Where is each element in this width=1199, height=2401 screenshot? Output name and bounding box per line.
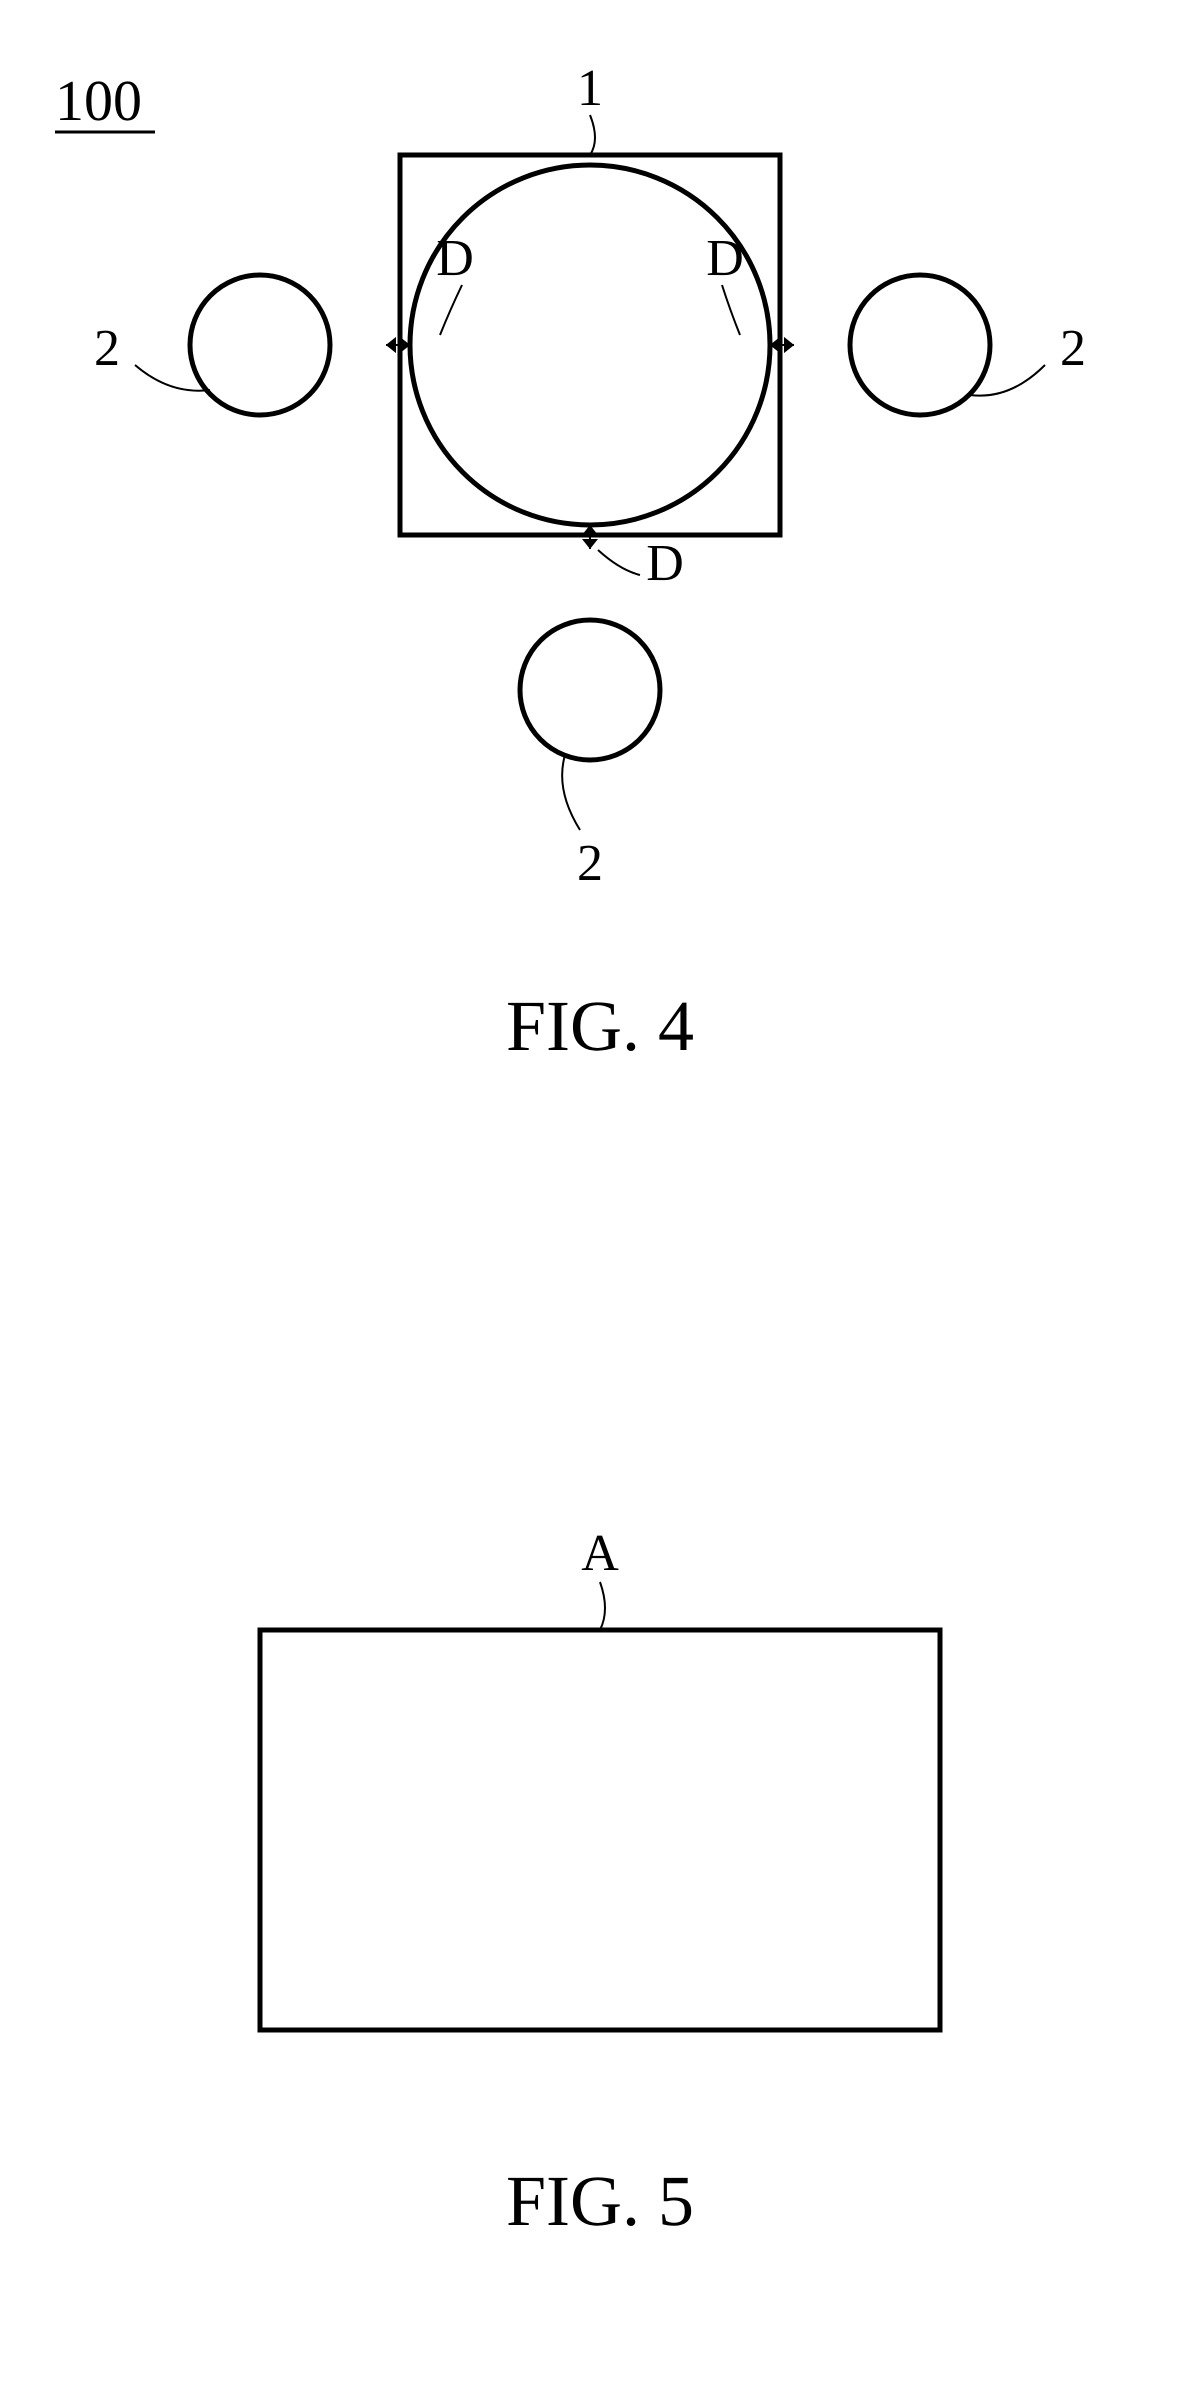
element-label-2: 2 [1060,320,1086,377]
box-a [260,1630,940,2030]
figure-ref-label: 100 [55,68,142,133]
figure-4 [55,132,990,760]
figure-caption: FIG. 5 [506,2161,694,2241]
figure-5 [260,1630,940,2030]
leader-line [722,285,740,335]
leader-line [600,1582,605,1630]
arrowhead-icon [582,539,598,549]
element-label-2: 2 [577,835,603,892]
satellite-circle [850,275,990,415]
main-square [400,155,780,535]
main-circle [410,165,770,525]
satellite-circle [520,620,660,760]
satellite-circle [190,275,330,415]
leader-line [598,550,640,575]
element-label-1: 1 [577,60,603,117]
figure-caption: FIG. 4 [506,986,694,1066]
distance-label: D [646,535,684,592]
distance-label: D [706,230,744,287]
arrowhead-icon [386,337,396,353]
leader-line [590,115,595,155]
element-label-a: A [581,1525,619,1582]
arrowhead-icon [784,337,794,353]
leader-line [440,285,462,335]
distance-label: D [436,230,474,287]
element-label-2: 2 [94,320,120,377]
leader-line [562,755,580,830]
